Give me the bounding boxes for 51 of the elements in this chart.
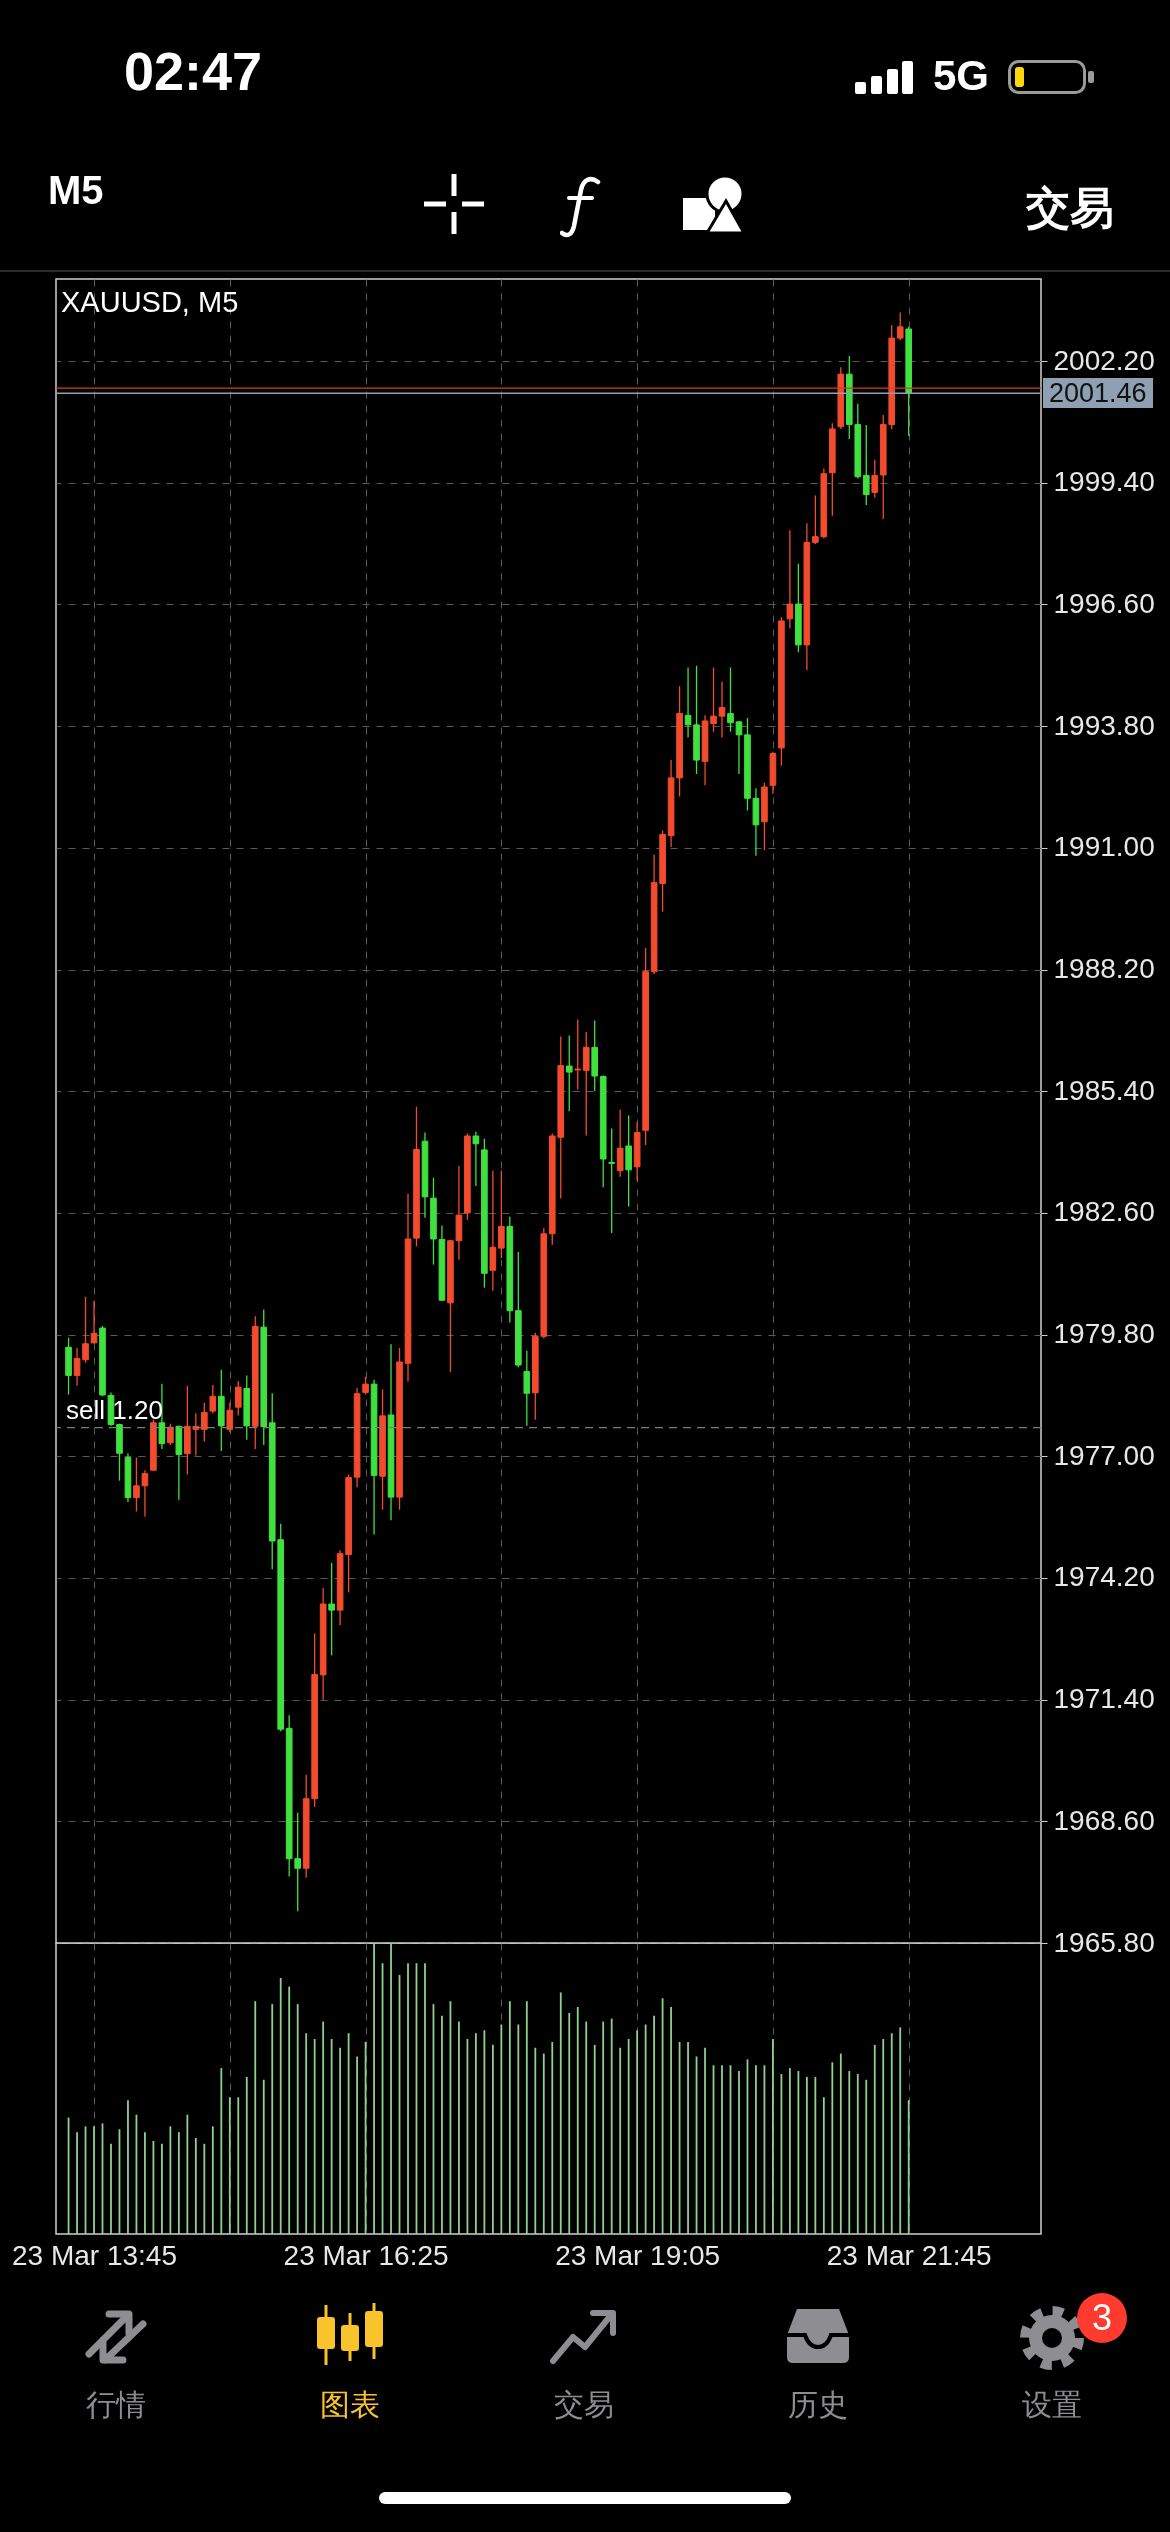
text: 3: [1091, 2297, 1113, 2338]
text: 交易: [554, 2388, 614, 2421]
y-tick-label: 1993.80: [1053, 709, 1155, 741]
candlestick: [896, 311, 904, 341]
y-tick-label: 1982.60: [1053, 1196, 1155, 1228]
x-tick-label: 23 Mar 16:25: [283, 2239, 449, 2271]
candlestick: [574, 1018, 582, 1091]
candlestick: [472, 1130, 480, 1187]
candlestick: [489, 1170, 497, 1292]
text: M5: [48, 168, 104, 212]
text: 历史: [788, 2388, 848, 2421]
y-tick-label: 1979.80: [1053, 1318, 1155, 1350]
candlestick: [582, 1031, 590, 1137]
candlestick: [786, 529, 794, 630]
candlestick: [871, 459, 879, 499]
text: 设置: [1022, 2388, 1082, 2421]
candlestick: [328, 1562, 335, 1656]
y-tick-label: 2002.20: [1053, 344, 1155, 376]
y-tick-label: 1977.00: [1053, 1439, 1155, 1471]
text: 交易: [1026, 183, 1114, 232]
candlestick: [718, 680, 726, 739]
candlestick: [616, 1108, 624, 1178]
chart-title: XAUUSD, M5: [61, 286, 239, 318]
candlestick: [565, 1034, 573, 1112]
candlestick: [209, 1384, 217, 1414]
y-tick-label: 1974.20: [1053, 1561, 1155, 1593]
candlestick: [234, 1380, 242, 1417]
y-tick-label: 1996.60: [1053, 588, 1155, 619]
candlestick: [608, 1127, 616, 1234]
y-tick-label: 1991.00: [1053, 831, 1155, 863]
candlestick: [226, 1402, 234, 1434]
y-tick-label: 1968.60: [1053, 1804, 1155, 1836]
x-tick-label: 23 Mar 13:45: [12, 2239, 178, 2271]
y-tick-label: 1971.40: [1053, 1683, 1155, 1715]
x-tick-label: 23 Mar 21:45: [826, 2239, 992, 2271]
candlestick: [201, 1402, 208, 1443]
y-tick-label: 1999.40: [1053, 466, 1155, 498]
candlestick: [523, 1350, 531, 1427]
text: 02:47: [124, 41, 263, 101]
candlestick: [862, 424, 870, 506]
x-tick-label: 23 Mar 19:05: [555, 2239, 721, 2271]
y-tick-label: 1965.80: [1053, 1926, 1155, 1958]
text: 图表: [320, 2388, 380, 2421]
text: 行情: [86, 2388, 146, 2421]
ref-line-label: 2001.46: [1043, 378, 1153, 409]
candlestick: [167, 1423, 174, 1446]
text: 5G: [933, 52, 990, 99]
candlestick: [498, 1170, 505, 1259]
y-tick-label: 1985.40: [1053, 1074, 1155, 1106]
candlestick: [625, 1114, 632, 1208]
y-tick-label: 1988.20: [1053, 953, 1155, 985]
